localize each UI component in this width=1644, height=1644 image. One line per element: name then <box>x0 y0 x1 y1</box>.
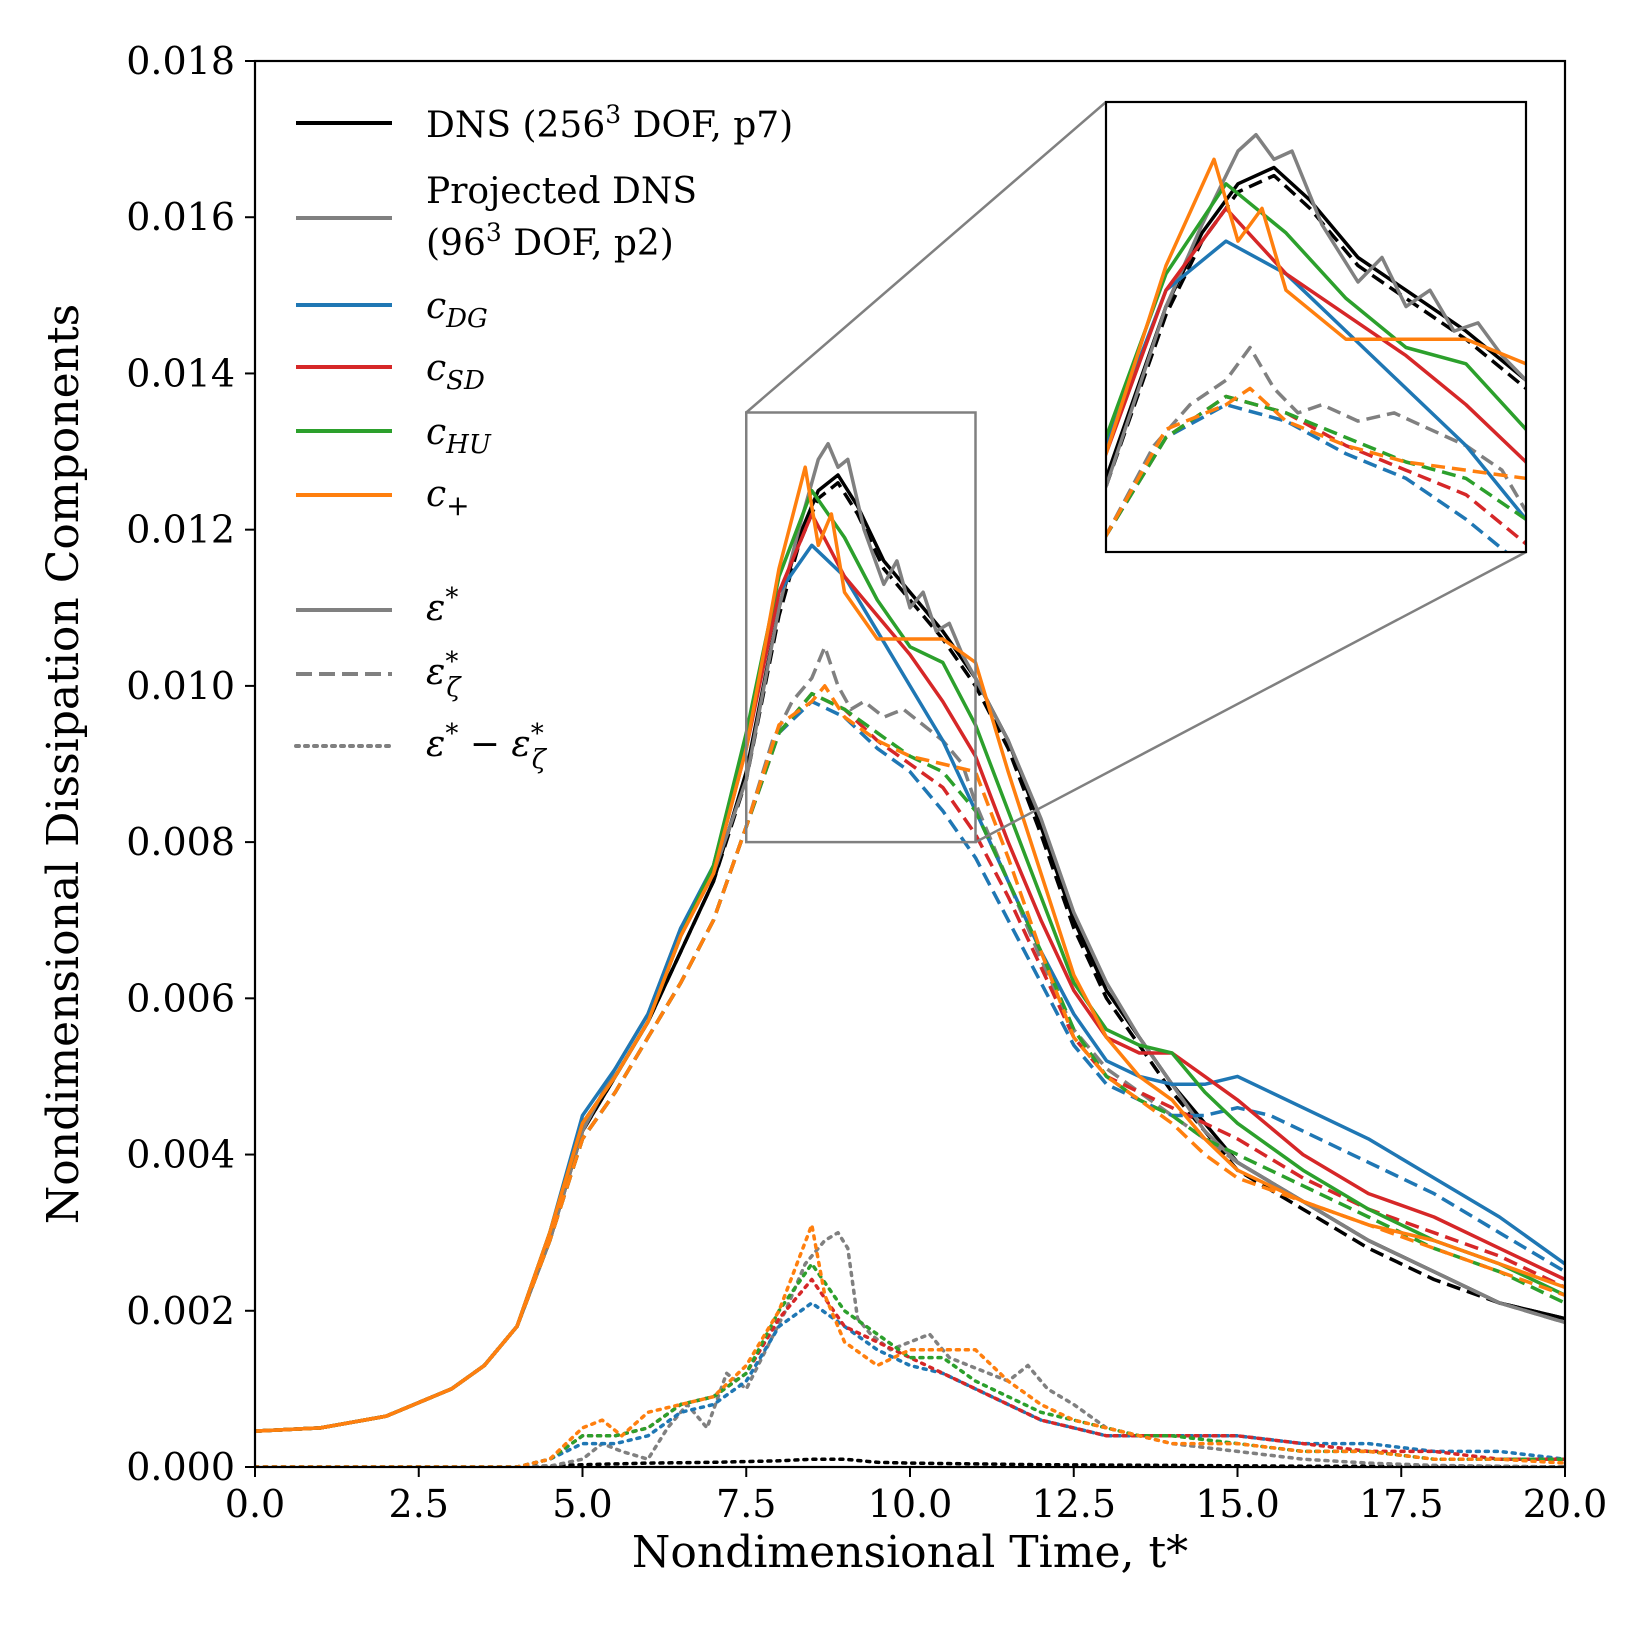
series-dns-diff <box>255 1457 1565 1467</box>
series-c-plus-eps <box>255 465 1565 1433</box>
inset-series-projected-dns-eps <box>1106 132 1526 490</box>
inset-series-c-plus-diff <box>206 953 1644 1207</box>
zoom-region-box <box>745 411 977 844</box>
y-tick-label: 0.008 <box>126 820 235 864</box>
y-tick-label: 0.012 <box>126 508 235 552</box>
legend-label-eps-diff: ε* − ε* ζ <box>426 719 548 775</box>
inset-series-c-hu-eps-zeta <box>1106 394 1526 539</box>
inset-series-projected-dns-diff <box>206 961 1644 1206</box>
inset-series-c-dg-eps-zeta <box>1106 402 1509 552</box>
series-c-plus-eps-zeta <box>255 684 1565 1433</box>
series-c-plus-diff <box>255 1223 1565 1467</box>
zoom-indicator <box>745 101 1527 844</box>
inset-series-c-dg-diff <box>206 1035 1644 1207</box>
inset-series-group <box>206 132 1644 1207</box>
series-dns-eps-zeta <box>255 481 1565 1433</box>
legend: DNS (2563 DOF, p7) Projected DNS (963 DO… <box>294 100 793 775</box>
legend-label-dns: DNS (2563 DOF, p7) <box>426 100 793 146</box>
x-tick-label: 7.5 <box>716 1482 776 1526</box>
x-tick-label: 0.0 <box>225 1482 285 1526</box>
zoom-connector-top <box>745 101 1107 414</box>
legend-label-projected-line2: (963 DOF, p2) <box>426 218 674 264</box>
inset-series-c-plus-eps <box>1106 157 1526 458</box>
inset-series-dns-eps <box>1106 165 1526 483</box>
inset-series-dns-eps-zeta <box>1106 173 1526 491</box>
main-series-group <box>255 441 1565 1467</box>
inset-series-c-hu-eps <box>1106 182 1526 442</box>
series-c-sd-diff <box>255 1277 1565 1467</box>
legend-label-cplus: c+ <box>426 474 470 522</box>
inset-frame <box>1104 100 1528 554</box>
series-c-dg-eps-zeta <box>255 699 1565 1433</box>
x-tick-label: 20.0 <box>1523 1482 1608 1526</box>
inset-series-c-sd-eps <box>1106 206 1526 466</box>
inset-series-c-sd-eps-zeta <box>1106 394 1526 547</box>
x-tick-label: 5.0 <box>552 1482 612 1526</box>
series-c-sd-eps-zeta <box>255 691 1565 1433</box>
y-tick-label: 0.002 <box>126 1289 235 1333</box>
legend-label-chu: cHU <box>426 412 492 460</box>
x-tick-label: 2.5 <box>389 1482 449 1526</box>
y-tick-label: 0.006 <box>126 976 235 1020</box>
inset-series-c-sd-diff <box>206 1010 1644 1206</box>
inset-series-c-dg-eps <box>1106 239 1526 523</box>
y-tick-label: 0.000 <box>126 1445 235 1489</box>
y-tick-label: 0.010 <box>126 664 235 708</box>
zoom-connector-bottom <box>974 550 1527 844</box>
x-tick-label: 15.0 <box>1195 1482 1280 1526</box>
inset-series-c-plus-eps-zeta <box>1106 386 1526 539</box>
legend-label-cdg: cDG <box>426 286 488 334</box>
inset-plot <box>206 100 1644 1207</box>
inset-series-dns-diff <box>206 1198 1644 1206</box>
legend-label-csd: cSD <box>426 348 485 396</box>
series-dns-eps <box>255 473 1565 1433</box>
series-projected-dns-diff <box>255 1230 1565 1467</box>
legend-label-projected: Projected DNS <box>426 171 697 212</box>
series-c-hu-eps <box>255 488 1565 1433</box>
y-tick-label: 0.016 <box>126 195 235 239</box>
y-tick-label: 0.014 <box>126 351 235 395</box>
y-tick-label: 0.004 <box>126 1133 235 1177</box>
x-axis-label: Nondimensional Time, t* <box>632 1527 1188 1578</box>
series-c-hu-eps-zeta <box>255 691 1565 1433</box>
inset-background <box>1106 102 1526 552</box>
x-tick-label: 17.5 <box>1359 1482 1444 1526</box>
y-axis-label: Nondimensional Dissipation Components <box>38 304 89 1225</box>
x-tick-label: 10.0 <box>868 1482 953 1526</box>
y-tick-label: 0.018 <box>126 39 235 83</box>
x-axis: 0.0 2.5 5.0 7.5 10.0 12.5 15.0 17.5 20.0 <box>225 1467 1608 1526</box>
legend-label-eps-zeta: ε* ζ <box>426 647 462 703</box>
legend-label-eps: ε* <box>426 583 458 629</box>
y-axis: 0.000 0.002 0.004 0.006 0.008 0.010 0.012 0.014… <box>126 39 255 1489</box>
x-tick-label: 12.5 <box>1031 1482 1116 1526</box>
series-c-dg-diff <box>255 1301 1565 1467</box>
